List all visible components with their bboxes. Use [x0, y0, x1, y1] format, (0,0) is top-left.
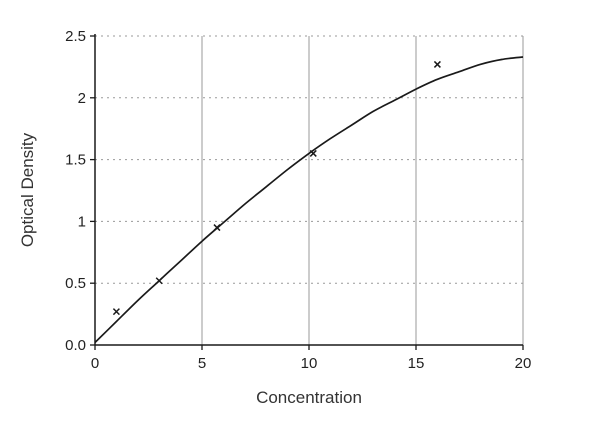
- fit-curve: [94, 56, 524, 344]
- x-tick-label: 20: [515, 355, 532, 372]
- data-point-marker: [112, 308, 120, 316]
- y-axis-label: Optical Density: [18, 132, 37, 248]
- x-tick-label: 5: [198, 355, 206, 372]
- y-tick-label: 2.5: [65, 28, 86, 45]
- y-tick-label: 0.5: [65, 275, 86, 292]
- data-point-marker: [309, 149, 317, 157]
- y-tick-label: 1: [78, 213, 86, 230]
- x-tick-label: 0: [91, 355, 99, 372]
- x-tick-label: 15: [408, 355, 425, 372]
- x-tick-label: 10: [301, 355, 318, 372]
- data-point-marker: [155, 277, 163, 285]
- y-tick-label: 0.0: [65, 337, 86, 354]
- data-point-marker: [213, 224, 221, 232]
- y-tick-label: 1.5: [65, 152, 86, 169]
- x-axis-label: Concentration: [256, 388, 362, 407]
- y-tick-label: 2: [78, 90, 86, 107]
- data-point-marker: [433, 60, 441, 68]
